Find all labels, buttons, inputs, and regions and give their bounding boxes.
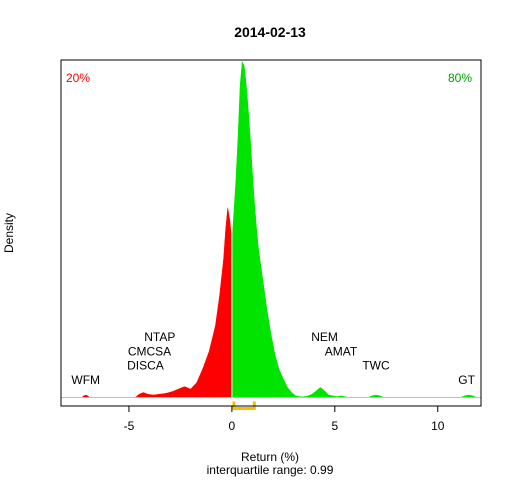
y-axis-label: Density — [2, 213, 16, 253]
annotation-cmcsa: CMCSA — [128, 344, 171, 358]
pct-negative-label: 20% — [66, 71, 90, 85]
iqr-subtitle: interquartile range: 0.99 — [207, 463, 334, 477]
annotation-disca: DISCA — [127, 359, 164, 373]
x-axis-label: Return (%) — [241, 450, 299, 464]
annotation-twc: TWC — [362, 359, 390, 373]
annotation-wfm: WFM — [71, 373, 100, 387]
plot-frame — [60, 59, 482, 407]
x-tick-label: 5 — [331, 419, 338, 433]
annotation-ntap: NTAP — [144, 330, 175, 344]
iqr-bracket — [232, 401, 256, 411]
annotation-gt: GT — [458, 373, 475, 387]
density-area-positive — [231, 60, 477, 398]
annotation-amat: AMAT — [325, 344, 358, 358]
chart-title: 2014-02-13 — [234, 24, 306, 40]
pct-positive-label: 80% — [448, 71, 472, 85]
annotation-nem: NEM — [311, 330, 338, 344]
x-tick-label: 10 — [431, 419, 445, 433]
x-tick-label: -5 — [124, 419, 135, 433]
x-tick-label: 0 — [229, 419, 236, 433]
